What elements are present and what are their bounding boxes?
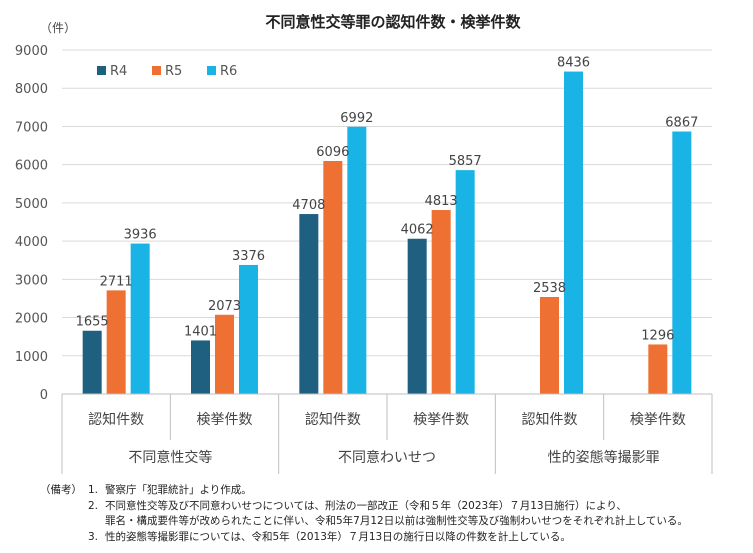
y-tick-label: 9000 <box>15 44 48 59</box>
note-row: （備考） 1. 警察庁「犯罪統計」より作成。 <box>40 483 752 499</box>
y-tick-label: 4000 <box>15 235 48 250</box>
y-axis-ticks: 0 1000 2000 3000 4000 5000 6000 7000 8000 9000 <box>15 44 48 403</box>
data-label: 5857 <box>449 154 482 169</box>
y-tick-label: 8000 <box>15 82 48 97</box>
y-tick-label: 7000 <box>15 120 48 135</box>
data-labels: 1655 1401 4708 4062 2711 2073 6096 4813 2538 1296… <box>76 56 699 344</box>
y-tick-label: 6000 <box>15 159 48 174</box>
bar-r5 <box>540 296 559 394</box>
gridlines <box>62 49 712 395</box>
data-label: 3936 <box>124 228 157 243</box>
bar-r4 <box>191 340 210 394</box>
data-label: 6867 <box>665 116 698 131</box>
bar-r4 <box>299 214 319 394</box>
data-label: 8436 <box>557 56 590 71</box>
x-category-label: 認知件数 <box>305 411 361 428</box>
bar-r5 <box>323 160 343 394</box>
data-label: 6992 <box>340 111 373 126</box>
bar-r6 <box>672 131 692 394</box>
x-category-label: 検挙件数 <box>630 412 686 428</box>
note-text: 性的姿態等撮影罪については、令和5年（2013年）７月13日の施行日以降の件数を… <box>105 530 571 543</box>
legend-swatch-r5 <box>152 66 161 75</box>
x-category-label: 認知件数 <box>522 411 578 428</box>
data-label: 2538 <box>533 281 566 296</box>
data-label: 1655 <box>76 315 109 330</box>
bar-r6 <box>455 170 475 394</box>
notes: （備考） 1. 警察庁「犯罪統計」より作成。 2. 不同意性交等及び不同意わいせ… <box>40 483 752 545</box>
x-category-label: 検挙件数 <box>197 412 253 428</box>
y-tick-label: 0 <box>40 388 48 403</box>
data-label: 4813 <box>425 194 458 209</box>
legend-swatch-r4 <box>97 66 106 75</box>
legend: R4 R5 R6 <box>97 64 237 79</box>
legend-label: R6 <box>220 64 237 79</box>
bar-r6 <box>239 264 258 394</box>
note-number: 2. <box>88 499 99 512</box>
note-text: 不同意性交等及び不同意わいせつについては、刑法の一部改正（令和５年（2023年）… <box>105 499 627 512</box>
note-row: 罪名・構成要件等が改められたことに伴い、令和5年7月12日以前は強制性交等及び強… <box>40 514 752 530</box>
legend-label: R4 <box>110 64 127 79</box>
y-tick-label: 3000 <box>15 273 48 288</box>
bar-r6 <box>564 71 583 394</box>
note-text: 警察庁「犯罪統計」より作成。 <box>105 484 252 496</box>
data-label: 1401 <box>184 324 217 339</box>
data-label: 3376 <box>232 249 265 264</box>
note-row: 2. 不同意性交等及び不同意わいせつについては、刑法の一部改正（令和５年（202… <box>40 499 752 515</box>
bar-r5 <box>648 344 668 394</box>
bar-r5 <box>431 210 451 394</box>
bar-r4 <box>407 238 427 394</box>
y-tick-label: 5000 <box>15 197 48 212</box>
x-category-label: 検挙件数 <box>413 412 469 428</box>
legend-swatch-r6 <box>207 66 216 75</box>
data-label: 1296 <box>641 328 674 343</box>
data-label: 4708 <box>292 198 325 213</box>
bar-r4 <box>82 330 102 394</box>
bar-r6 <box>347 126 367 395</box>
bars <box>82 71 692 395</box>
x-category-label: 認知件数 <box>88 411 144 428</box>
y-axis-unit-label: （件） <box>40 21 76 35</box>
bar-chart: 不同意性交等罪の認知件数・検挙件数 （件） 0 1000 2000 3000 4000 5… <box>15 13 713 474</box>
x-group-label: 不同意性交等 <box>128 449 212 466</box>
y-tick-label: 2000 <box>15 312 48 327</box>
notes-label: （備考） <box>40 484 82 496</box>
data-label: 2073 <box>208 299 241 314</box>
bar-r5 <box>106 290 126 394</box>
note-text: 罪名・構成要件等が改められたことに伴い、令和5年7月12日以前は強制性交等及び強… <box>105 515 688 527</box>
bar-r6 <box>130 243 150 394</box>
note-row: 3. 性的姿態等撮影罪については、令和5年（2013年）７月13日の施行日以降の… <box>40 530 752 546</box>
note-number: 1. <box>88 484 99 496</box>
data-label: 2711 <box>100 274 133 289</box>
x-group-label: 性的姿態等撮影罪 <box>548 449 660 466</box>
data-label: 4062 <box>401 223 434 238</box>
data-label: 6096 <box>316 145 349 160</box>
x-group-label: 不同意わいせつ <box>338 449 436 466</box>
y-tick-label: 1000 <box>15 350 48 365</box>
note-number: 3. <box>88 530 99 543</box>
legend-label: R5 <box>165 64 182 79</box>
chart-title: 不同意性交等罪の認知件数・検挙件数 <box>265 13 521 31</box>
bar-r5 <box>215 314 234 394</box>
